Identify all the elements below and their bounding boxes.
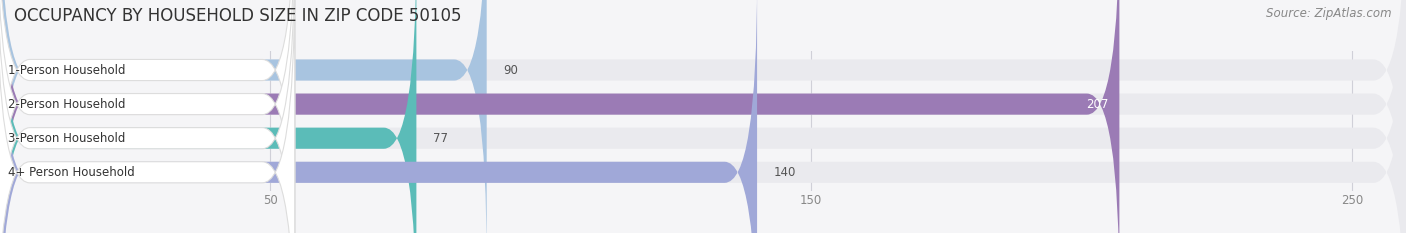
- Text: 4+ Person Household: 4+ Person Household: [8, 166, 135, 179]
- Text: 207: 207: [1087, 98, 1108, 111]
- FancyBboxPatch shape: [0, 0, 416, 233]
- Text: 2-Person Household: 2-Person Household: [8, 98, 125, 111]
- Text: 140: 140: [773, 166, 796, 179]
- Text: 90: 90: [503, 64, 517, 76]
- FancyBboxPatch shape: [0, 0, 1119, 233]
- FancyBboxPatch shape: [0, 0, 295, 233]
- Text: 3-Person Household: 3-Person Household: [8, 132, 125, 145]
- Text: 77: 77: [433, 132, 447, 145]
- Text: Source: ZipAtlas.com: Source: ZipAtlas.com: [1267, 7, 1392, 20]
- FancyBboxPatch shape: [0, 0, 295, 233]
- Text: OCCUPANCY BY HOUSEHOLD SIZE IN ZIP CODE 50105: OCCUPANCY BY HOUSEHOLD SIZE IN ZIP CODE …: [14, 7, 461, 25]
- FancyBboxPatch shape: [0, 0, 295, 233]
- FancyBboxPatch shape: [0, 0, 295, 233]
- FancyBboxPatch shape: [0, 0, 756, 233]
- FancyBboxPatch shape: [0, 0, 486, 233]
- Text: 1-Person Household: 1-Person Household: [8, 64, 125, 76]
